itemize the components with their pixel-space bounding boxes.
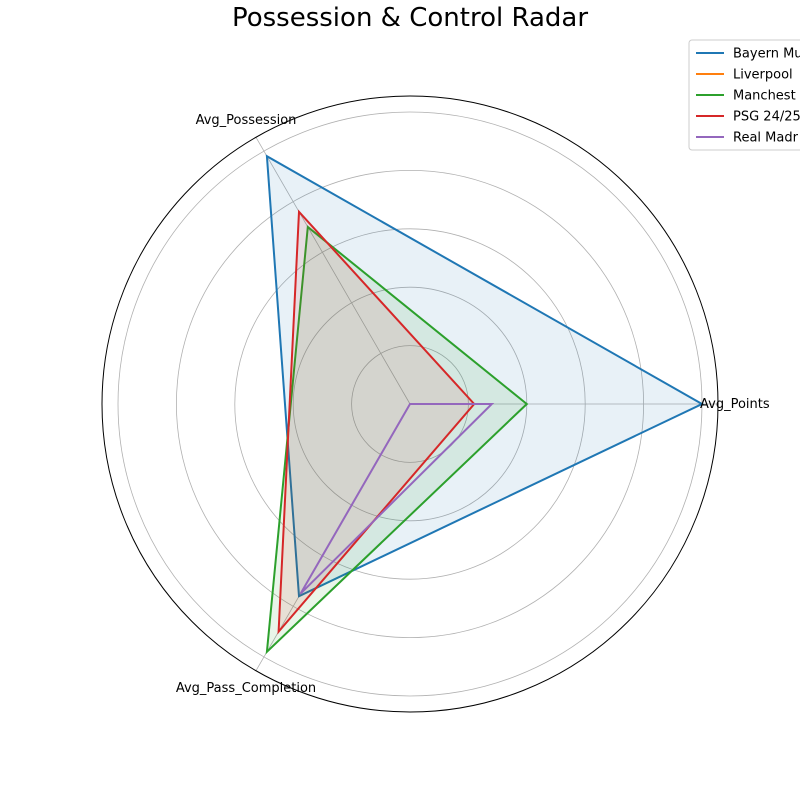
legend-label: Liverpool xyxy=(733,68,793,83)
series-fill xyxy=(266,227,527,652)
axis-label: Avg_Possession xyxy=(196,113,297,128)
legend-item: Manchest xyxy=(696,89,796,104)
axis-label: Avg_Pass_Completion xyxy=(176,681,316,696)
legend: Bayern Mu Liverpool Manchest PSG 24/25 Real … xyxy=(688,39,800,151)
chart-title: Possession & Control Radar xyxy=(232,3,588,33)
axis-label: Avg_Points xyxy=(700,397,770,412)
series-line xyxy=(265,154,705,598)
legend-item: Real Madr xyxy=(696,131,799,146)
grid-layer xyxy=(101,95,719,713)
legend-label: Real Madr xyxy=(733,131,799,146)
series-0 xyxy=(265,154,705,598)
legend-label: Manchest xyxy=(733,89,796,104)
outer-frame xyxy=(101,95,719,713)
legend-frame xyxy=(688,39,800,151)
legend-label: Bayern Mu xyxy=(733,47,800,62)
legend-label: PSG 24/25 xyxy=(733,110,800,125)
legend-item: Liverpool xyxy=(696,68,793,83)
series-fill xyxy=(278,211,475,632)
legend-item: Bayern Mu xyxy=(696,47,800,62)
axis-label-layer: Avg_Points Avg_Possession Avg_Pass_Complet… xyxy=(176,113,770,696)
series-layer xyxy=(265,154,705,655)
series-line xyxy=(299,403,495,595)
grid-spoke xyxy=(255,137,411,405)
series-fill xyxy=(266,156,702,597)
legend-item: PSG 24/25 xyxy=(696,110,800,125)
series-4 xyxy=(299,403,495,595)
